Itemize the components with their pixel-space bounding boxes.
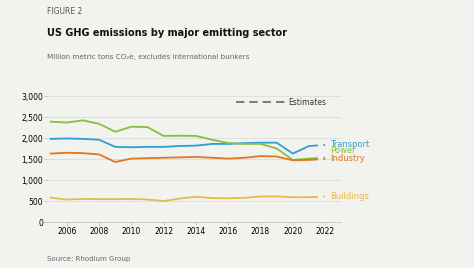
Text: Buildings: Buildings xyxy=(330,192,369,201)
Text: Estimates: Estimates xyxy=(288,98,326,107)
Text: Million metric tons CO₂e, excludes international bunkers: Million metric tons CO₂e, excludes inter… xyxy=(47,54,250,60)
Text: US GHG emissions by major emitting sector: US GHG emissions by major emitting secto… xyxy=(47,28,287,38)
Text: Power: Power xyxy=(330,146,356,155)
Text: Transport: Transport xyxy=(330,140,369,150)
Text: FIGURE 2: FIGURE 2 xyxy=(47,7,82,16)
Text: Source: Rhodium Group: Source: Rhodium Group xyxy=(47,256,131,262)
Text: Industry: Industry xyxy=(330,154,365,163)
